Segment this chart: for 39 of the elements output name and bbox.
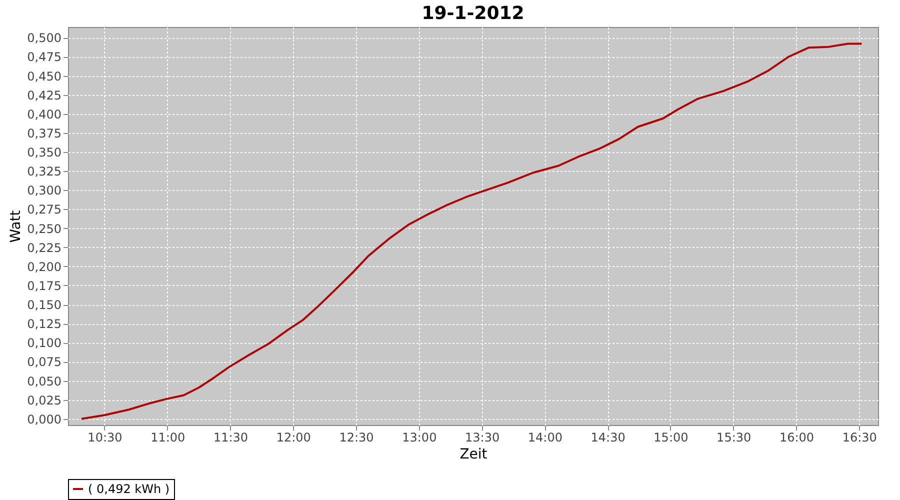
- x-tick-label: 15:30: [716, 430, 752, 444]
- x-tick-label: 16:00: [779, 430, 814, 444]
- x-tick-label: 16:30: [842, 430, 877, 444]
- y-tick-label: 0,050: [27, 374, 62, 388]
- x-tick-label: 10:30: [88, 430, 122, 444]
- y-tick-label: 0,250: [27, 222, 62, 236]
- x-tick-label: 14:30: [590, 430, 626, 444]
- x-axis-title: Zeit: [460, 446, 488, 462]
- y-axis-title: Watt: [8, 210, 24, 243]
- y-tick-label: 0,325: [27, 164, 62, 179]
- x-tick-label: 12:00: [276, 430, 311, 444]
- y-tick-label: 0,025: [27, 393, 62, 408]
- legend-label: ( 0,492 kWh ): [88, 482, 170, 496]
- x-tick-label: 12:30: [339, 430, 374, 444]
- y-tick-label: 0,125: [27, 317, 62, 332]
- y-tick-label: 0,300: [27, 184, 62, 198]
- x-tick-label: 13:00: [402, 430, 437, 444]
- y-tick-label: 0,100: [27, 336, 62, 350]
- x-tick-label: 15:00: [654, 430, 688, 444]
- y-tick-label: 0,200: [27, 260, 62, 274]
- y-tick-label: 0,425: [27, 88, 62, 102]
- y-tick-label: 0,450: [27, 69, 62, 84]
- x-tick-label: 14:00: [528, 430, 562, 444]
- y-tick-label: 0,225: [27, 240, 62, 255]
- y-tick-label: 0,150: [27, 298, 62, 312]
- chart-title: 19-1-2012: [422, 3, 524, 24]
- y-tick-label: 0,400: [27, 107, 62, 122]
- y-tick-label: 0,500: [27, 31, 62, 46]
- x-tick-label: 11:30: [213, 430, 248, 444]
- y-tick-label: 0,350: [27, 146, 62, 160]
- y-tick-label: 0,175: [27, 278, 62, 293]
- y-tick-label: 0,375: [27, 126, 62, 140]
- x-tick-label: 13:30: [465, 430, 500, 444]
- line-series: [80, 42, 863, 420]
- y-tick-label: 0,000: [27, 412, 62, 426]
- y-tick-label: 0,475: [27, 50, 62, 64]
- y-tick-label: 0,275: [27, 202, 62, 217]
- y-tick-label: 0,075: [27, 355, 62, 370]
- x-tick-label: 11:00: [150, 430, 186, 444]
